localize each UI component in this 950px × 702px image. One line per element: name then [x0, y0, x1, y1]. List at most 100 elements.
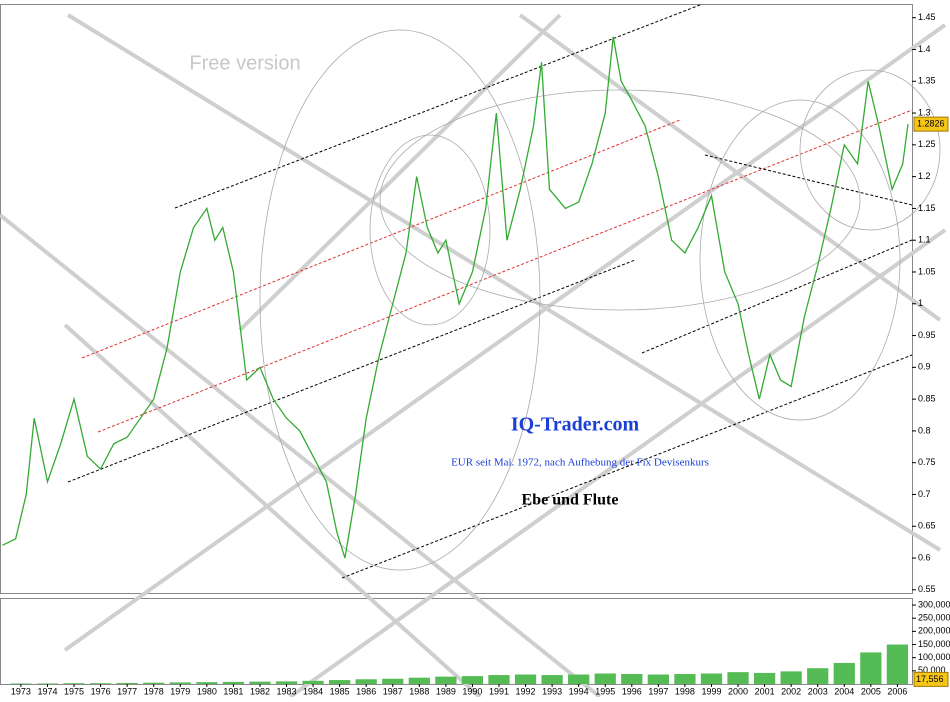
volume-bar	[169, 682, 191, 684]
price-panel	[0, 4, 913, 594]
x-tick-label: 1996	[622, 686, 642, 696]
volume-bar	[36, 683, 59, 684]
y-tick-label: 1	[918, 298, 923, 308]
x-tick-label: 1985	[330, 686, 350, 696]
y-tick-label: 1.25	[918, 139, 936, 149]
volume-bar	[302, 680, 324, 684]
x-tick-label: 1987	[383, 686, 403, 696]
volume-bar	[329, 680, 351, 684]
last-value-box	[913, 671, 949, 687]
volume-bar	[249, 681, 271, 684]
volume-bar	[807, 668, 829, 684]
x-tick-label: 1976	[91, 686, 111, 696]
volume-bar	[780, 671, 802, 684]
volume-bar	[594, 673, 616, 684]
x-tick-label: 1997	[648, 686, 668, 696]
volume-bar	[143, 682, 165, 684]
y-tick-label: 100,000	[918, 652, 950, 662]
volume-bar	[621, 674, 643, 684]
x-tick-label: 1983	[277, 686, 297, 696]
volume-bar	[568, 674, 590, 684]
volume-bar	[461, 676, 484, 684]
x-tick-label: 1998	[675, 686, 695, 696]
volume-bar	[647, 674, 669, 684]
x-tick-label: 1974	[37, 686, 57, 696]
watermark: Free version	[189, 52, 300, 74]
annotation: Ebe und Flute	[522, 492, 619, 509]
y-tick-label: 0.65	[918, 521, 936, 531]
last-value-box	[913, 116, 949, 132]
x-tick-label: 1992	[516, 686, 536, 696]
drawings	[0, 4, 947, 699]
annotation: IQ-Trader.com	[511, 414, 640, 436]
x-tick-label: 1977	[117, 686, 137, 696]
y-tick-label: 1.1	[918, 235, 931, 245]
x-tick-label: 1990	[462, 686, 482, 696]
x-tick-label: 1984	[303, 686, 323, 696]
y-tick-label: 0.9	[918, 362, 931, 372]
x-tick-label: 1989	[436, 686, 456, 696]
x-tick-label: 1979	[170, 686, 190, 696]
x-tick-label: 2000	[728, 686, 748, 696]
volume-bar	[116, 682, 138, 684]
x-tick-label: 2004	[834, 686, 854, 696]
volume-bar	[700, 673, 723, 684]
y-tick-label: 0.6	[918, 552, 931, 562]
volume-bar	[355, 679, 377, 684]
volume-bar	[488, 675, 510, 684]
y-tick-label: 0.8	[918, 425, 931, 435]
x-tick-label: 2005	[861, 686, 881, 696]
x-tick-label: 1986	[356, 686, 376, 696]
y-tick-label: 150,000	[918, 639, 950, 649]
volume-panel	[0, 598, 913, 685]
x-tick-label: 1981	[223, 686, 243, 696]
last-value-label: 1.2826	[917, 119, 945, 129]
x-tick-label: 1973	[11, 686, 31, 696]
x-tick-label: 2001	[755, 686, 775, 696]
x-tick-label: 1988	[409, 686, 429, 696]
volume-bar	[435, 676, 457, 684]
volume-bar	[408, 677, 430, 684]
volume-bar	[753, 672, 776, 684]
x-tick-label: 1995	[595, 686, 615, 696]
y-tick-label: 250,000	[918, 613, 950, 623]
y-tick-label: 200,000	[918, 626, 950, 636]
volume-bar	[514, 674, 537, 684]
x-tick-label: 1975	[64, 686, 84, 696]
x-tick-label: 2003	[808, 686, 828, 696]
y-tick-label: 0.75	[918, 457, 936, 467]
y-tick-label: 0.85	[918, 393, 936, 403]
y-tick-label: 1.4	[918, 44, 931, 54]
volume-bar	[63, 683, 85, 684]
y-tick-label: 1.15	[918, 203, 936, 213]
x-tick-label: 2006	[887, 686, 907, 696]
x-tick-label: 1982	[250, 686, 270, 696]
x-tick-label: 1999	[701, 686, 721, 696]
x-tick-label: 2002	[781, 686, 801, 696]
y-tick-label: 50,000	[918, 665, 946, 675]
volume-bar	[674, 674, 696, 684]
x-tick-label: 1994	[569, 686, 589, 696]
volume-bar	[860, 652, 882, 684]
volume-bar	[382, 678, 404, 684]
x-tick-label: 1978	[144, 686, 164, 696]
volume-bar	[833, 662, 855, 684]
x-tick-label: 1993	[542, 686, 562, 696]
y-tick-label: 0.7	[918, 489, 931, 499]
volume-bar	[10, 683, 32, 684]
y-tick-label: 1.05	[918, 266, 936, 276]
y-tick-label: 0.95	[918, 330, 936, 340]
y-tick-label: 300,000	[918, 599, 950, 609]
volume-bar	[541, 675, 563, 684]
y-tick-label: 1.35	[918, 76, 936, 86]
annotation: EUR seit Mai. 1972, nach Aufhebung der F…	[451, 457, 709, 469]
volume-bar	[196, 682, 218, 684]
volume-bar	[222, 681, 245, 684]
last-value-label: 17,556	[916, 674, 944, 684]
volume-bar	[886, 644, 909, 684]
y-tick-label: 1.45	[918, 12, 936, 22]
volume-bar	[275, 681, 298, 684]
y-tick-label: 1.2	[918, 171, 931, 181]
price-line	[2, 36, 909, 559]
